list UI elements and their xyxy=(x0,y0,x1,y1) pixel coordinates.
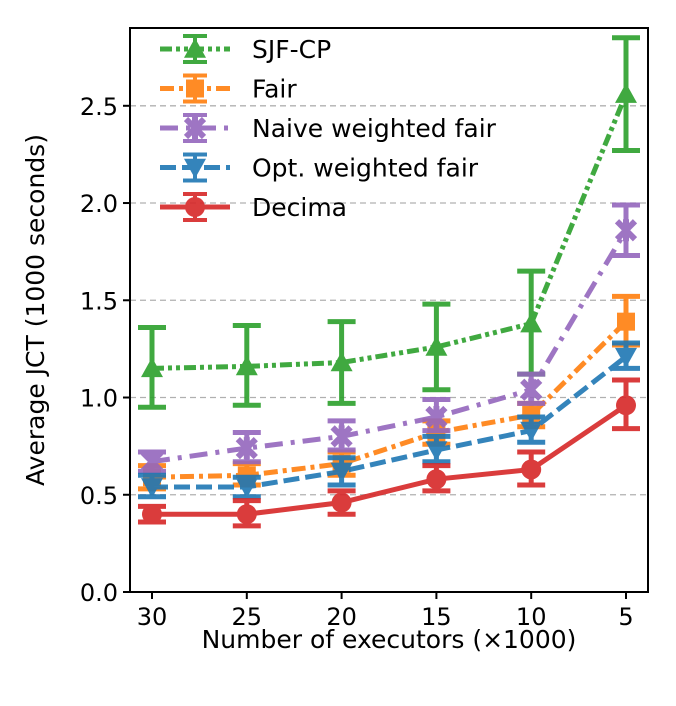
series-opt-weighted-fair xyxy=(138,340,640,500)
legend-entry xyxy=(160,34,230,64)
marker-triangle-down xyxy=(235,478,258,498)
marker-circle xyxy=(521,459,542,480)
legend-label: Decima xyxy=(252,193,347,222)
plot-frame xyxy=(129,27,649,593)
y-tick-label: 2.5 xyxy=(80,93,118,121)
series-line xyxy=(151,93,629,371)
marker-x xyxy=(520,378,543,401)
y-axis-label: Average JCT (1000 seconds) xyxy=(21,134,50,486)
grid-lines xyxy=(130,105,648,496)
y-tick-label: 2.0 xyxy=(80,190,118,218)
marker-triangle-down xyxy=(425,441,448,462)
marker-triangle-up xyxy=(235,355,258,376)
y-axis: 0.0 0.5 1.0 1.5 2.0 2.5 xyxy=(80,93,130,607)
marker-triangle-up xyxy=(615,83,637,103)
series-line xyxy=(152,403,628,517)
x-axis: 30 25 20 15 10 5 xyxy=(137,592,634,631)
marker-x xyxy=(330,425,353,448)
marker-triangle-down xyxy=(615,347,637,368)
x-tick-label: 5 xyxy=(618,603,633,631)
marker-triangle-up xyxy=(520,312,543,333)
x-tick-label: 10 xyxy=(516,603,547,631)
series-naive-weighted-fair xyxy=(138,202,640,474)
marker-circle xyxy=(616,395,636,416)
legend-entry xyxy=(160,73,230,104)
marker-circle xyxy=(236,504,257,525)
marker-x xyxy=(183,116,207,140)
series-line xyxy=(152,354,628,490)
marker-triangle-down xyxy=(184,158,206,179)
marker-triangle-down xyxy=(330,462,353,483)
marker-triangle-up xyxy=(330,351,353,372)
series-fair xyxy=(138,293,640,492)
marker-triangle-up xyxy=(184,38,206,58)
marker-triangle-up xyxy=(425,335,448,356)
x-tick-label: 30 xyxy=(137,603,168,631)
legend-entry xyxy=(160,113,230,143)
x-axis-label: Number of executors (×1000) xyxy=(202,625,577,654)
y-tick-label: 0.0 xyxy=(80,579,118,607)
marker-x xyxy=(235,436,258,460)
marker-triangle-down xyxy=(520,421,543,442)
x-tick-label: 15 xyxy=(421,603,452,631)
x-tick-label: 25 xyxy=(232,603,263,631)
legend-entry xyxy=(160,192,230,222)
series-sjf-cp xyxy=(138,35,640,410)
marker-x xyxy=(425,405,448,429)
marker-x xyxy=(140,450,164,473)
y-tick-label: 1.0 xyxy=(80,385,118,413)
legend-label: SJF-CP xyxy=(252,35,331,64)
marker-square xyxy=(617,312,635,331)
y-tick-label: 1.5 xyxy=(80,287,118,315)
marker-circle xyxy=(142,504,162,525)
legend-label: Naive weighted fair xyxy=(252,114,497,143)
legend-entry xyxy=(160,152,230,183)
series-line xyxy=(151,228,629,465)
marker-triangle-up xyxy=(141,357,163,378)
legend-label: Fair xyxy=(252,75,297,104)
marker-x xyxy=(614,219,638,242)
y-tick-label: 0.5 xyxy=(80,482,118,510)
legend: SJF-CP Fair Naive weighted fair Opt. weight… xyxy=(160,34,497,222)
x-tick-label: 20 xyxy=(326,603,357,631)
marker-square xyxy=(186,79,204,98)
series-decima xyxy=(138,377,640,529)
marker-triangle-down xyxy=(141,478,163,498)
legend-label: Opt. weighted fair xyxy=(252,154,479,183)
marker-circle xyxy=(426,469,447,490)
marker-circle xyxy=(185,197,205,217)
marker-circle xyxy=(331,492,352,513)
series-group xyxy=(138,35,640,529)
